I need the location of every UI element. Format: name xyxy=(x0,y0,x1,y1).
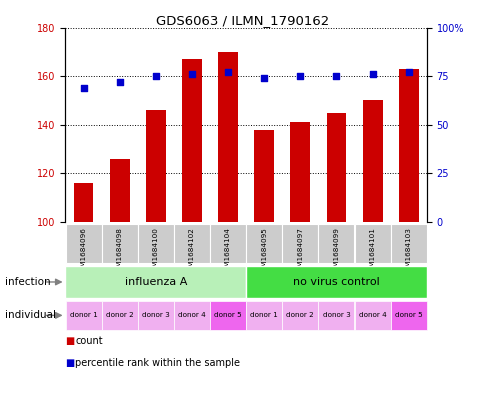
Text: donor 2: donor 2 xyxy=(106,312,133,318)
Bar xyxy=(318,224,354,263)
Point xyxy=(296,73,303,79)
Text: percentile rank within the sample: percentile rank within the sample xyxy=(75,358,240,367)
Text: GSM1684102: GSM1684102 xyxy=(189,227,195,276)
Text: ■: ■ xyxy=(65,336,75,346)
Text: donor 4: donor 4 xyxy=(178,312,205,318)
Bar xyxy=(362,101,382,222)
Bar xyxy=(390,224,426,263)
Text: GDS6063 / ILMN_1790162: GDS6063 / ILMN_1790162 xyxy=(155,14,329,27)
Bar xyxy=(245,266,426,298)
Point xyxy=(188,71,196,77)
Point xyxy=(224,69,231,75)
Bar xyxy=(218,52,238,222)
Bar xyxy=(290,122,310,222)
Text: no virus control: no virus control xyxy=(292,277,379,287)
Point xyxy=(116,79,123,85)
Text: ■: ■ xyxy=(65,358,75,367)
Text: donor 2: donor 2 xyxy=(286,312,314,318)
Text: donor 5: donor 5 xyxy=(214,312,242,318)
Bar xyxy=(137,224,173,263)
Text: donor 3: donor 3 xyxy=(142,312,169,318)
Text: GSM1684096: GSM1684096 xyxy=(80,227,86,276)
Bar xyxy=(354,224,390,263)
Point xyxy=(260,75,268,81)
Bar xyxy=(65,301,101,329)
Bar xyxy=(102,301,137,329)
Text: donor 1: donor 1 xyxy=(70,312,97,318)
Bar xyxy=(137,301,173,329)
Bar xyxy=(109,159,129,222)
Bar xyxy=(398,69,418,222)
Text: infection: infection xyxy=(5,277,50,287)
Point xyxy=(79,84,87,91)
Text: donor 1: donor 1 xyxy=(250,312,277,318)
Text: individual: individual xyxy=(5,310,56,320)
Bar xyxy=(254,130,273,222)
Point xyxy=(368,71,376,77)
Bar xyxy=(102,224,137,263)
Text: GSM1684095: GSM1684095 xyxy=(261,227,267,276)
Bar xyxy=(246,224,282,263)
Bar xyxy=(354,301,390,329)
Text: GSM1684101: GSM1684101 xyxy=(369,227,375,276)
Bar xyxy=(182,59,201,222)
Bar xyxy=(174,301,210,329)
Text: donor 4: donor 4 xyxy=(358,312,386,318)
Bar xyxy=(326,113,346,222)
Bar xyxy=(390,301,426,329)
Text: influenza A: influenza A xyxy=(124,277,187,287)
Bar xyxy=(65,266,245,298)
Bar xyxy=(318,301,354,329)
Text: GSM1684103: GSM1684103 xyxy=(405,227,411,276)
Bar xyxy=(174,224,210,263)
Text: donor 3: donor 3 xyxy=(322,312,349,318)
Text: GSM1684100: GSM1684100 xyxy=(152,227,158,276)
Text: GSM1684097: GSM1684097 xyxy=(297,227,302,276)
Point xyxy=(151,73,159,79)
Text: GSM1684099: GSM1684099 xyxy=(333,227,339,276)
Bar xyxy=(282,224,318,263)
Text: donor 5: donor 5 xyxy=(394,312,422,318)
Point xyxy=(404,69,412,75)
Bar xyxy=(74,183,93,222)
Bar xyxy=(282,301,318,329)
Bar xyxy=(210,224,245,263)
Bar xyxy=(146,110,166,222)
Text: count: count xyxy=(75,336,103,346)
Text: GSM1684104: GSM1684104 xyxy=(225,227,230,276)
Bar xyxy=(210,301,245,329)
Bar xyxy=(65,224,101,263)
Bar xyxy=(246,301,282,329)
Text: GSM1684098: GSM1684098 xyxy=(117,227,122,276)
Point xyxy=(332,73,340,79)
